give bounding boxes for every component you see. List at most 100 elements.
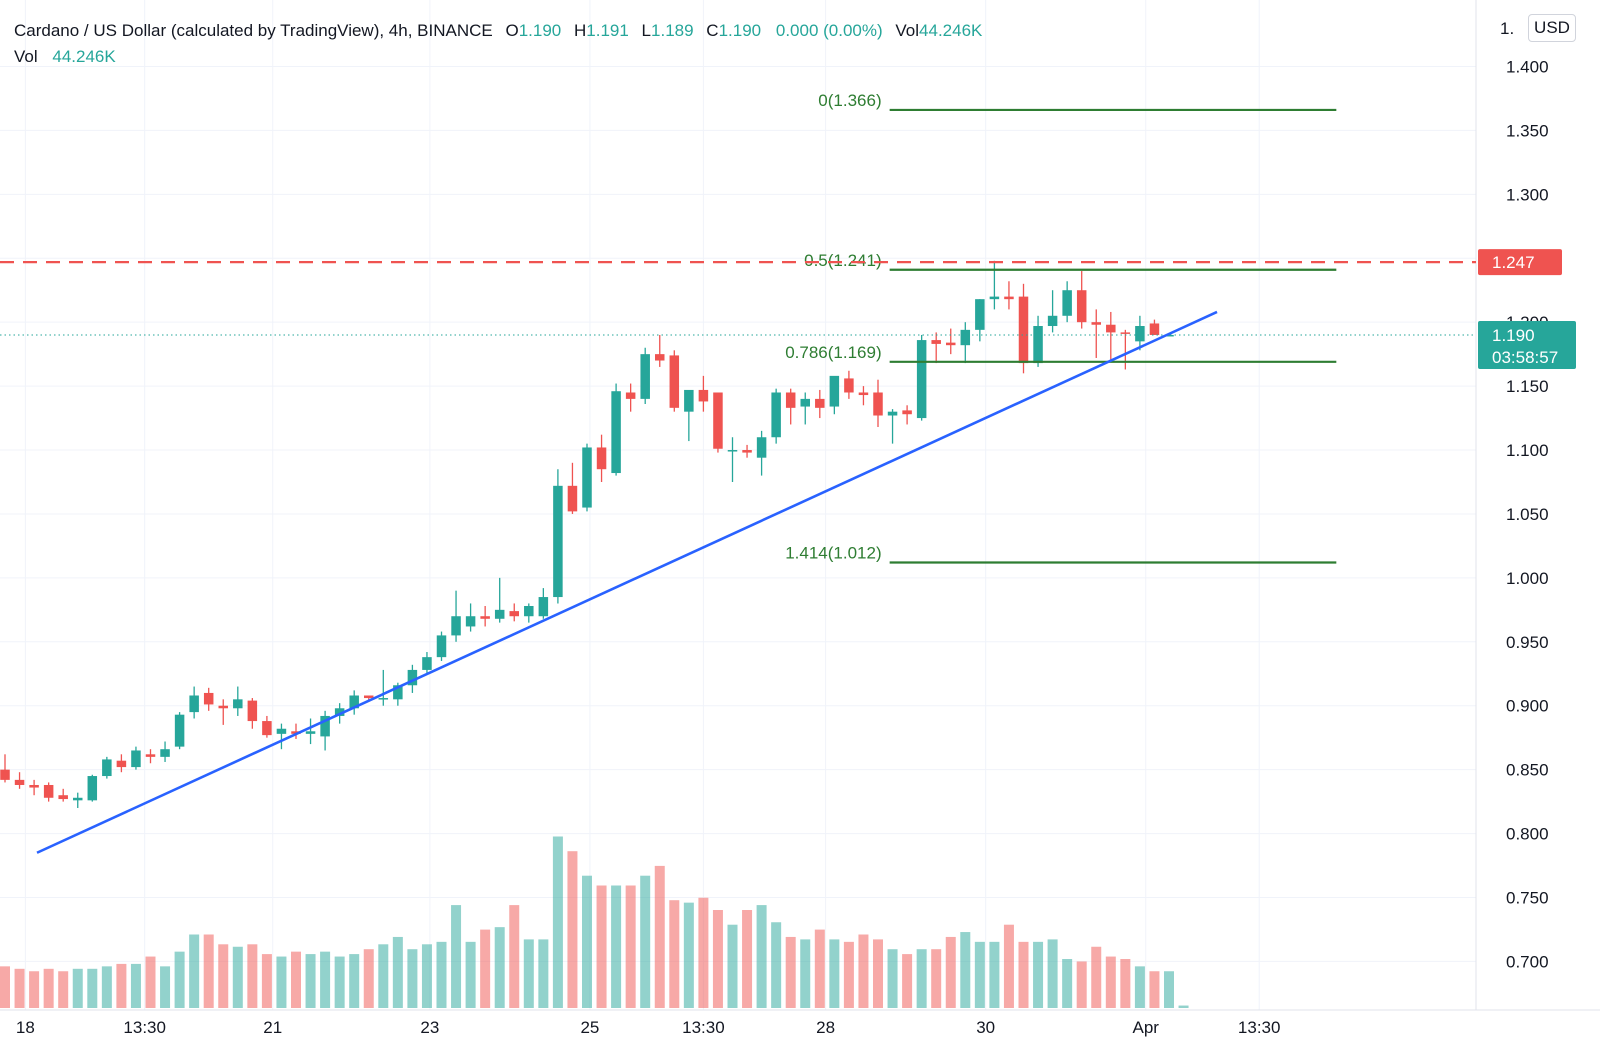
volume-bar — [465, 941, 476, 1008]
volume-bar — [29, 971, 40, 1008]
x-tick-label: 28 — [816, 1018, 835, 1037]
volume-bar — [334, 956, 345, 1008]
candle-body — [407, 669, 418, 686]
candle-body — [524, 606, 534, 617]
x-tick-label: 30 — [976, 1018, 995, 1037]
candle-body — [596, 447, 607, 470]
volume-bar — [873, 939, 883, 1008]
volume-bar — [596, 885, 607, 1008]
volume-bar — [101, 966, 112, 1008]
legend-volume-value: 44.246K — [52, 47, 116, 66]
legend-high-label: H — [573, 21, 587, 40]
candle-body — [218, 705, 228, 709]
candle-body — [1091, 322, 1101, 325]
candle-body — [582, 447, 592, 508]
x-tick-label: 25 — [580, 1018, 599, 1037]
candle-body — [102, 759, 112, 777]
y-tick-label: 0.900 — [1506, 697, 1549, 716]
volume-bar — [1047, 939, 1058, 1008]
current-badge-bg — [1478, 320, 1576, 369]
legend-open: 1.190 — [518, 21, 562, 40]
volume-bar — [1076, 961, 1087, 1008]
candle-body — [305, 731, 316, 734]
resistance-badge-bg — [1478, 249, 1562, 276]
fib-level-label: 0(1.366) — [818, 91, 881, 110]
candle-body — [1076, 290, 1087, 323]
candle-body — [873, 392, 883, 416]
candle-body — [494, 609, 505, 619]
candle-body — [364, 695, 374, 699]
volume-bar — [1164, 971, 1174, 1008]
volume-bar — [58, 971, 69, 1008]
volume-bar — [625, 885, 636, 1008]
candle-body — [334, 708, 345, 716]
candle-body — [1004, 296, 1014, 300]
volume-bar — [276, 956, 287, 1008]
volume-bar — [552, 836, 563, 1008]
candle-body — [378, 698, 389, 700]
y-tick-label: 0.850 — [1506, 761, 1549, 780]
x-tick-label: 23 — [420, 1018, 439, 1037]
candle-body — [785, 392, 796, 408]
candle-body — [916, 340, 927, 419]
volume-bar — [727, 924, 738, 1008]
currency-button[interactable]: USD — [1528, 14, 1576, 42]
legend-row-ohlc: Cardano / US Dollar (calculated by Tradi… — [14, 18, 982, 44]
volume-bar — [72, 968, 83, 1008]
candle-body — [800, 398, 810, 407]
candle-body — [829, 375, 840, 407]
volume-bar — [843, 941, 854, 1008]
candle-body — [902, 410, 912, 415]
legend-low: 1.189 — [651, 21, 694, 40]
candle-body — [73, 797, 83, 801]
fib-retracement[interactable]: 0(1.366) 0.5(1.241) 0.786(1.169) 1.414(1.01… — [785, 91, 1337, 564]
candle-body — [887, 411, 898, 416]
volume-bar — [1134, 966, 1145, 1008]
volume-bar — [1091, 946, 1102, 1008]
legend-title: Cardano / US Dollar (calculated by Tradi… — [14, 21, 493, 40]
legend-low-label: L — [641, 21, 652, 40]
candle-body — [756, 437, 767, 458]
legend-vol-label: Vol — [895, 21, 920, 40]
candle-body — [320, 715, 330, 737]
candle-body — [727, 450, 738, 452]
y-tick-label: 0.800 — [1506, 825, 1549, 844]
y-tick-label: 0.750 — [1506, 888, 1549, 907]
candle-body — [858, 392, 869, 396]
volume-bar — [771, 922, 782, 1008]
legend-close-label: C — [706, 21, 719, 40]
candle-body — [436, 635, 447, 658]
volume-bar — [814, 929, 825, 1008]
candle-body — [393, 685, 403, 700]
candle-body — [684, 389, 694, 412]
volume-bar — [480, 929, 491, 1008]
candle-body — [1018, 296, 1029, 364]
y-tick-label: 1.100 — [1506, 441, 1549, 460]
current-badge-countdown: 03:58:57 — [1492, 348, 1558, 367]
x-tick-label: 13:30 — [123, 1018, 166, 1037]
x-tick-label: 13:30 — [682, 1018, 725, 1037]
volume-bar — [523, 939, 534, 1008]
candle-body — [771, 392, 781, 438]
candle-body — [989, 296, 1000, 300]
volume-bar — [611, 885, 622, 1008]
volume-bar — [14, 968, 25, 1008]
candle-body — [145, 754, 156, 757]
volume-bar — [1149, 971, 1160, 1008]
candle-body — [58, 795, 68, 800]
candle-body — [509, 611, 519, 617]
overlay-lines[interactable] — [0, 260, 1476, 854]
volume-bar — [509, 905, 520, 1008]
legend-row-volume: Vol 44.246K — [14, 44, 982, 70]
candle-body — [1120, 332, 1131, 334]
candle-body — [29, 784, 39, 788]
current-badge-price: 1.190 — [1492, 326, 1535, 345]
legend-open-label: O — [505, 21, 519, 40]
x-tick-label: Apr — [1132, 1018, 1159, 1037]
candle-body — [14, 779, 25, 785]
x-tick-label: 21 — [263, 1018, 282, 1037]
candle-body — [1135, 326, 1145, 342]
candle-body — [640, 354, 650, 399]
volume-bar — [989, 941, 1000, 1008]
